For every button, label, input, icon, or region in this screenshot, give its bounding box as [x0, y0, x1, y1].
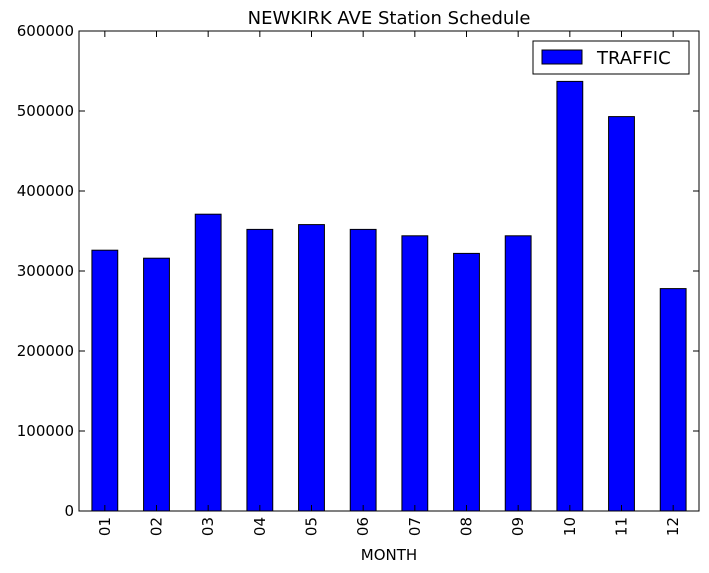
y-tick-label: 500000	[17, 102, 74, 120]
x-tick-label: 01	[96, 517, 114, 536]
legend: TRAFFIC	[532, 40, 690, 75]
bar-09	[504, 235, 532, 512]
y-axis: 0 100000 200000 300000 400000 500000 600000	[17, 22, 699, 520]
bar-10	[556, 80, 584, 512]
x-axis: 01 02 03 04 05 06 07 08 09 10 11 12	[96, 31, 682, 536]
y-tick-label: 600000	[17, 22, 74, 40]
y-tick-label: 0	[64, 502, 74, 520]
legend-swatch	[541, 49, 583, 65]
bar-06	[349, 228, 377, 512]
chart-title: NEWKIRK AVE Station Schedule	[248, 8, 531, 29]
bar-07	[401, 235, 429, 512]
bar-08	[453, 252, 480, 512]
x-tick-label: 04	[251, 517, 269, 536]
x-tick-label: 12	[664, 517, 682, 536]
x-tick-label: 11	[613, 517, 631, 536]
x-tick-label: 07	[406, 517, 424, 536]
x-tick-label: 08	[458, 517, 476, 536]
bar-01	[91, 249, 119, 512]
bar-04	[246, 228, 274, 512]
x-tick-label: 09	[509, 517, 527, 536]
y-tick-label: 200000	[17, 342, 74, 360]
legend-box	[532, 40, 690, 75]
x-tick-label: 05	[303, 517, 321, 536]
x-tick-label: 06	[354, 517, 372, 536]
legend-label-traffic: TRAFFIC	[596, 48, 671, 69]
x-tick-label: 02	[148, 517, 166, 536]
y-tick-label: 100000	[17, 422, 74, 440]
bars-group	[91, 80, 687, 512]
bar-03	[194, 213, 222, 512]
bar-12	[659, 288, 687, 512]
bar-02	[143, 257, 170, 512]
y-tick-label: 400000	[17, 182, 74, 200]
bar-11	[608, 116, 635, 512]
x-tick-label: 03	[199, 517, 217, 536]
plot-frame	[78, 30, 700, 512]
y-tick-label: 300000	[17, 262, 74, 280]
x-axis-label: MONTH	[361, 546, 417, 564]
x-tick-label: 10	[561, 517, 579, 536]
bar-05	[298, 224, 325, 512]
